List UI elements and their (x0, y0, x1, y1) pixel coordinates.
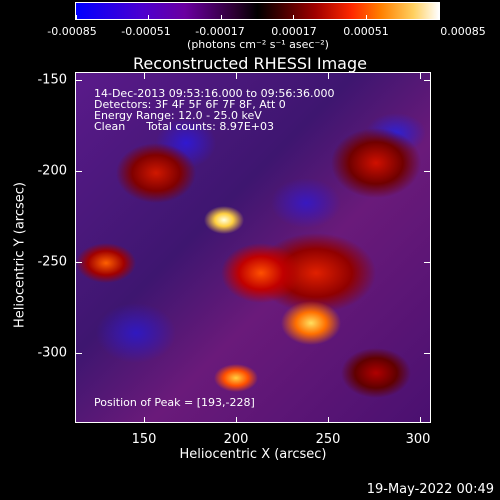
y-tick (76, 171, 82, 172)
colorbar-frame (75, 2, 440, 20)
x-tick (328, 417, 329, 423)
y-tick (76, 353, 82, 354)
colorbar-tick (221, 15, 222, 20)
x-tick (144, 73, 145, 79)
colorbar-units: (photons cm⁻² s⁻¹ asec⁻²) (187, 38, 329, 51)
detectors-annotation: Detectors: 3F 4F 5F 6F 7F 8F, Att 0 (94, 98, 286, 111)
y-tick (76, 80, 82, 81)
x-tick-label: 150 (131, 432, 157, 447)
y-tick-label: -250 (37, 254, 67, 270)
y-tick (424, 262, 430, 263)
colorbar-gradient (76, 3, 439, 19)
x-tick-label: 200 (223, 432, 249, 447)
generation-date: 19-May-2022 00:49 (366, 482, 494, 497)
y-tick (424, 80, 430, 81)
colorbar-label: 0.00051 (343, 25, 389, 38)
colorbar-label: -0.00051 (121, 25, 171, 38)
colorbar-tick (148, 15, 149, 20)
x-tick (236, 417, 237, 423)
colorbar-tick (438, 15, 439, 20)
y-tick-label: -300 (37, 345, 67, 361)
y-axis-title: Heliocentric Y (arcsec) (12, 182, 28, 328)
y-tick-label: -200 (37, 163, 67, 179)
peak-position-annotation: Position of Peak = [193,-228] (94, 396, 255, 409)
x-axis-title: Heliocentric X (arcsec) (179, 447, 327, 462)
y-tick (424, 171, 430, 172)
colorbar-tick (293, 15, 294, 20)
colorbar-tick (366, 15, 367, 20)
clean-counts-annotation: Clean Total counts: 8.97E+03 (94, 120, 275, 133)
y-tick-label: -150 (37, 72, 67, 88)
image-title: Reconstructed RHESSI Image (133, 54, 367, 73)
x-tick (144, 417, 145, 423)
colorbar-label: -0.00085 (47, 25, 97, 38)
y-tick (76, 262, 82, 263)
y-tick (424, 353, 430, 354)
x-tick (328, 73, 329, 79)
x-tick-label: 300 (405, 432, 431, 447)
colorbar-label: 0.00017 (271, 25, 317, 38)
x-tick (420, 417, 421, 423)
time-range-annotation: 14-Dec-2013 09:53:16.000 to 09:56:36.000 (94, 87, 335, 100)
x-tick (420, 73, 421, 79)
x-tick-label: 250 (315, 432, 341, 447)
colorbar-label: 0.00085 (440, 25, 486, 38)
energy-range-annotation: Energy Range: 12.0 - 25.0 keV (94, 109, 262, 122)
x-tick (236, 73, 237, 79)
rhessi-image: 14-Dec-2013 09:53:16.000 to 09:56:36.000… (75, 72, 431, 423)
colorbar-tick (76, 15, 77, 20)
colorbar-label: -0.00017 (195, 25, 245, 38)
